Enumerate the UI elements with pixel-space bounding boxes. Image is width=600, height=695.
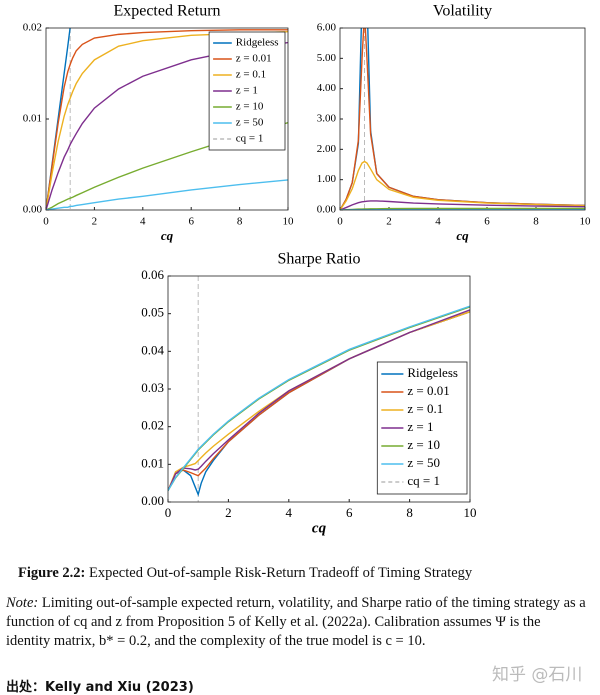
legend-label: cq = 1 (407, 473, 440, 488)
watermark: 知乎 @石川 (492, 665, 583, 685)
x-tick-label: 2 (92, 216, 98, 228)
series-line (46, 41, 288, 210)
x-tick-label: 0 (165, 505, 172, 520)
plot (340, 28, 585, 210)
x-tick-label: 8 (406, 505, 413, 520)
legend-label: z = 50 (236, 117, 264, 129)
y-tick-label: 1.00 (317, 173, 337, 185)
y-tick-label: 4.00 (317, 82, 337, 94)
series-line (168, 305, 470, 492)
y-tick-label: 3.00 (317, 113, 337, 125)
chart-title: Volatility (433, 3, 492, 20)
series-line (46, 179, 288, 210)
plot-frame (167, 275, 471, 503)
chart-title: Expected Return (113, 3, 220, 20)
y-tick-label: 0.04 (141, 342, 164, 357)
x-tick-label: 10 (283, 216, 295, 228)
legend-label: z = 1 (236, 85, 258, 97)
legend-label: z = 10 (407, 437, 440, 452)
series-line (46, 28, 71, 210)
caption-label: Figure 2.2: (18, 565, 86, 581)
legend-label: Ridgeless (236, 37, 279, 49)
series-line (340, 160, 585, 210)
x-tick-label: 0 (43, 216, 49, 228)
legend-label: z = 1 (407, 419, 433, 434)
x-tick-label: 10 (464, 505, 477, 520)
x-tick-label: 0 (337, 216, 343, 228)
x-tick-label: 10 (580, 216, 592, 228)
plot (46, 28, 288, 210)
figure: Expected Return 0 2 4 6 8 10 0.00 0.01 0.02 cq Ridg… (23, 3, 592, 537)
series-line (340, 200, 585, 210)
y-tick-label: 0.03 (141, 380, 164, 395)
y-tick-label: 0.00 (317, 204, 337, 216)
y-tick-label: 2.00 (317, 143, 337, 155)
series-line (168, 309, 470, 491)
y-tick-label: 0.00 (23, 204, 43, 216)
note-label: Note: (6, 595, 39, 611)
y-tick-label: 5.00 (317, 52, 337, 64)
legend-label: Ridgeless (407, 365, 458, 380)
y-tick-label: 0.00 (141, 493, 164, 508)
chart-title: Sharpe Ratio (277, 251, 360, 268)
note: Note: Limiting out-of-sample expected re… (6, 594, 588, 651)
legend-label: z = 0.01 (407, 383, 449, 398)
x-tick-label: 6 (346, 505, 353, 520)
y-tick-label: 0.05 (141, 305, 164, 320)
legend-label: z = 0.1 (236, 69, 266, 81)
x-tick-label: 4 (286, 505, 293, 520)
x-tick-label: 8 (237, 216, 243, 228)
caption: Figure 2.2: Expected Out-of-sample Risk-… (18, 565, 588, 582)
legend-label: z = 0.01 (236, 53, 272, 65)
legend-label: z = 50 (407, 455, 440, 470)
x-axis-label: cq (456, 228, 469, 243)
plot-frame (339, 27, 586, 211)
y-tick-label: 6.00 (317, 22, 337, 34)
y-tick-label: 0.02 (23, 22, 42, 34)
legend-label: z = 0.1 (407, 401, 443, 416)
x-tick-label: 6 (188, 216, 194, 228)
caption-text: Expected Out-of-sample Risk-Return Trade… (89, 565, 473, 581)
y-tick-label: 0.01 (141, 455, 164, 470)
x-tick-label: 2 (386, 216, 392, 228)
x-tick-label: 6 (484, 216, 490, 228)
plot-frame (45, 27, 289, 211)
series-line (46, 121, 288, 210)
y-tick-label: 0.01 (23, 113, 42, 125)
note-text: Limiting out-of-sample expected return, … (6, 595, 586, 649)
y-tick-label: 0.06 (141, 267, 164, 282)
series-line (46, 30, 288, 210)
x-tick-label: 8 (533, 216, 539, 228)
series-line (46, 29, 288, 210)
x-axis-label: cq (161, 228, 174, 243)
y-tick-label: 0.02 (141, 418, 164, 433)
x-tick-label: 4 (435, 216, 441, 228)
x-axis-label: cq (312, 520, 327, 536)
legend-label: z = 10 (236, 101, 264, 113)
plot (168, 276, 470, 502)
x-tick-label: 2 (225, 505, 232, 520)
legend-label: cq = 1 (236, 133, 264, 145)
x-tick-label: 4 (140, 216, 146, 228)
source: 出处：Kelly and Xiu (2023) (6, 680, 194, 695)
